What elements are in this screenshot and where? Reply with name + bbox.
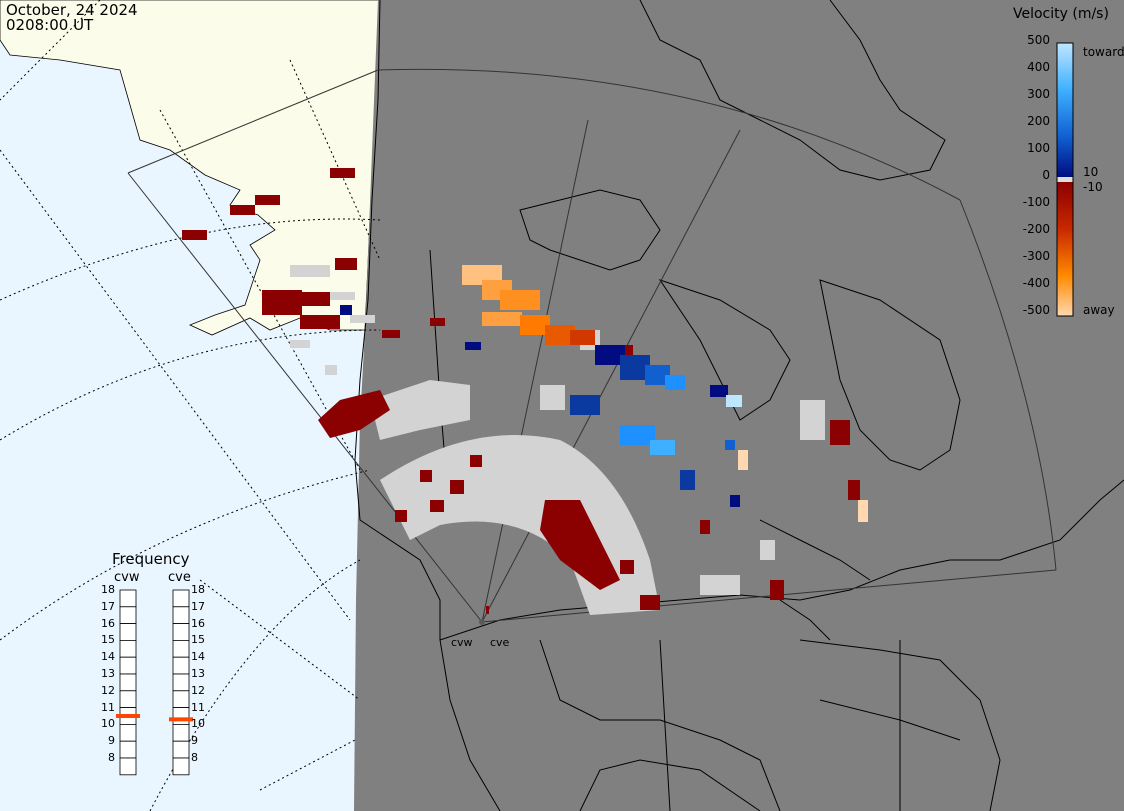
frequency-gauge-cell: [119, 757, 137, 776]
frequency-gauge-cell: [119, 690, 137, 708]
velocity-tick-label: 0: [1042, 168, 1050, 182]
frequency-scale-label: 11: [191, 700, 205, 714]
frequency-scale-label: 15: [101, 633, 115, 647]
station-label-cvw: cvw: [451, 636, 473, 649]
toward-label: toward: [1083, 45, 1124, 59]
frequency-gauge-cell: [119, 589, 137, 608]
frequency-scale-label: 12: [191, 683, 205, 697]
frequency-gauge-cell: [172, 707, 190, 725]
velocity-tick-label: 300: [1027, 87, 1050, 101]
frequency-marker: [169, 717, 193, 722]
timestamp-date: October, 24 2024: [6, 1, 138, 19]
frequency-gauge-cell: [172, 673, 190, 692]
frequency-gauge-cell: [172, 757, 190, 776]
frequency-marker: [116, 714, 140, 718]
frequency-gauge-cell: [172, 724, 190, 742]
frequency-gauge-cell: [119, 740, 137, 759]
frequency-title: Frequency: [112, 550, 190, 568]
away-velocity-cells: [462, 265, 868, 522]
coastlines: [354, 0, 1124, 811]
frequency-gauge-cell: [172, 690, 190, 708]
daylight-land: [0, 0, 381, 336]
velocity-tick-label: -200: [1022, 222, 1050, 236]
frequency-scale-label: 10: [191, 717, 205, 731]
velocity-tick-label: -400: [1022, 276, 1050, 290]
away-label: away: [1083, 303, 1115, 317]
frequency-scale-label: 14: [101, 650, 115, 664]
frequency-gauge-cell: [172, 640, 190, 658]
frequency-gauge-cell: [119, 673, 137, 692]
frequency-gauge-cell: [119, 623, 137, 641]
velocity-tick-label: 400: [1027, 60, 1050, 74]
station-label-cve: cve: [490, 636, 510, 649]
pos10-label: 10: [1083, 165, 1099, 179]
frequency-scale-label: 14: [191, 650, 205, 664]
velocity-tick-label: -100: [1022, 195, 1050, 209]
frequency-scale-label: 18: [101, 583, 115, 596]
frequency-gauge-cell: [172, 589, 190, 608]
frequency-scale-label: 11: [101, 700, 115, 714]
negative-velocity-cells: [182, 168, 860, 614]
velocity-tick-label: 100: [1027, 141, 1050, 155]
frequency-scale-label: 10: [101, 717, 115, 731]
frequency-scale-label: 9: [191, 734, 198, 748]
frequency-scale-label: 17: [191, 599, 205, 613]
frequency-gauge-cell: [172, 623, 190, 641]
timestamp-time: 0208:00 UT: [6, 16, 94, 34]
toward-velocity-cells: [340, 305, 742, 507]
frequency-scale-label: 8: [108, 751, 115, 764]
frequency-scale-label: 17: [101, 599, 115, 613]
velocity-legend-title: Velocity (m/s): [1013, 6, 1109, 22]
frequency-scale-label: 13: [191, 667, 205, 680]
velocity-tick-label: -500: [1022, 303, 1050, 317]
frequency-gauge-cell: [172, 740, 190, 759]
velocity-colorbar: [1056, 42, 1074, 317]
freq-radar-cvw-label: cvw: [114, 570, 140, 585]
frequency-gauge-cell: [119, 606, 137, 624]
neg10-label: -10: [1083, 180, 1103, 194]
frequency-gauge-cell: [172, 656, 190, 675]
frequency-scale-label: 16: [191, 616, 205, 630]
velocity-tick-label: 200: [1027, 114, 1050, 128]
frequency-gauge-cell: [119, 640, 137, 658]
station-markers: [479, 619, 485, 625]
frequency-gauge-cell: [119, 724, 137, 742]
frequency-scale-label: 12: [101, 683, 115, 697]
frequency-scale-label: 8: [191, 751, 198, 764]
radar-field-of-view: [127, 68, 1057, 623]
freq-radar-cve-label: cve: [168, 570, 191, 585]
frequency-scale-label: 13: [101, 667, 115, 680]
frequency-gauge-cell: [172, 606, 190, 624]
frequency-scale-label: 9: [108, 734, 115, 748]
frequency-scale-label: 16: [101, 616, 115, 630]
frequency-scale-label: 18: [191, 583, 205, 596]
frequency-gauge-cell: [119, 656, 137, 675]
frequency-scale-label: 15: [191, 633, 205, 647]
velocity-tick-label: 500: [1027, 33, 1050, 47]
velocity-tick-label: -300: [1022, 249, 1050, 263]
